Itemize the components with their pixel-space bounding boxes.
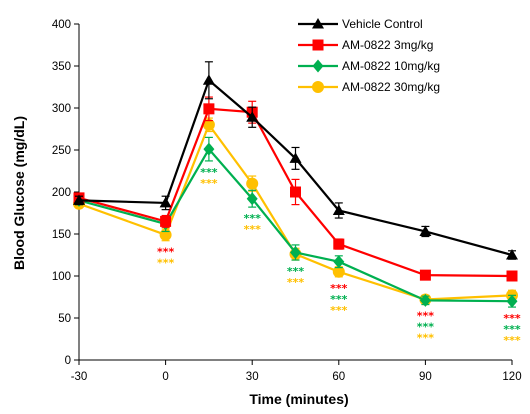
- data-point-am-0822-3mg-kg: [203, 103, 215, 115]
- significance-stars: ***: [200, 166, 218, 179]
- series-line-vehicle-control: [78, 78, 513, 257]
- data-point-am-0822-3mg-kg: [160, 215, 172, 227]
- legend-label: AM-0822 10mg/kg: [342, 59, 440, 73]
- data-point-am-0822-30mg-kg: [332, 265, 345, 278]
- data-point-vehicle-control: [506, 249, 518, 260]
- significance-stars: ***: [417, 321, 435, 334]
- significance-stars: ***: [287, 265, 305, 278]
- data-point-am-0822-30mg-kg: [246, 177, 259, 190]
- y-tick-label: 100: [52, 271, 71, 283]
- series-line-am-0822-3mg-kg: [78, 107, 513, 278]
- y-tick-label: 150: [52, 229, 71, 241]
- data-point-vehicle-control: [246, 111, 259, 122]
- y-tick-label: 200: [52, 187, 71, 199]
- x-tick-label: 30: [246, 371, 259, 383]
- significance-stars: ***: [157, 246, 175, 259]
- data-point-am-0822-10mg-kg: [246, 192, 258, 206]
- data-point-am-0822-3mg-kg: [333, 238, 345, 250]
- legend-label: AM-0822 3mg/kg: [342, 38, 433, 52]
- x-tick-label: 120: [502, 371, 521, 383]
- significance-stars: ***: [503, 312, 521, 325]
- significance-stars: ***: [330, 282, 348, 295]
- significance-stars: ***: [417, 310, 435, 323]
- significance-stars: ***: [417, 332, 435, 345]
- significance-stars: ***: [287, 276, 305, 289]
- data-point-am-0822-10mg-kg: [506, 294, 518, 308]
- y-tick-label: 50: [58, 313, 71, 325]
- y-tick-label: 350: [52, 61, 71, 73]
- legend-marker: [312, 18, 324, 29]
- significance-stars: ***: [157, 257, 175, 270]
- data-point-am-0822-10mg-kg: [290, 245, 301, 259]
- legend-item-am-0822-30mg-kg: AM-0822 30mg/kg: [298, 80, 440, 94]
- data-point-vehicle-control: [332, 204, 345, 215]
- legend-marker: [312, 39, 324, 51]
- data-point-am-0822-30mg-kg: [202, 118, 215, 131]
- data-point-vehicle-control: [289, 152, 302, 163]
- legend-item-am-0822-3mg-kg: AM-0822 3mg/kg: [298, 38, 433, 52]
- data-point-vehicle-control: [202, 74, 215, 85]
- significance-stars: ***: [330, 293, 348, 306]
- significance-stars: ***: [503, 323, 521, 336]
- y-axis-title: Blood Glucose (mg/dL): [11, 116, 27, 270]
- x-tick-label: -30: [71, 371, 88, 383]
- y-tick-label: 250: [52, 145, 71, 157]
- significance-stars: ***: [244, 223, 262, 236]
- data-point-am-0822-3mg-kg: [290, 186, 301, 198]
- legend-marker: [312, 81, 324, 93]
- x-axis-title: Time (minutes): [249, 391, 348, 407]
- legend-label: AM-0822 30mg/kg: [342, 80, 440, 94]
- data-point-am-0822-3mg-kg: [506, 270, 518, 282]
- x-tick-label: 0: [162, 371, 168, 383]
- y-tick-label: 400: [52, 19, 71, 31]
- y-tick-label: 0: [65, 355, 71, 367]
- series-line-am-0822-10mg-kg: [78, 147, 513, 303]
- legend-item-am-0822-10mg-kg: AM-0822 10mg/kg: [298, 59, 440, 73]
- data-point-am-0822-10mg-kg: [419, 293, 431, 307]
- significance-stars: ***: [330, 304, 348, 317]
- data-point-am-0822-10mg-kg: [333, 255, 345, 269]
- legend-label: Vehicle Control: [342, 17, 423, 31]
- legend: Vehicle Control AM-0822 3mg/kg AM-0822 10m…: [298, 17, 440, 94]
- data-point-am-0822-10mg-kg: [203, 142, 215, 156]
- y-tick-label: 300: [52, 103, 71, 115]
- x-tick-label: 60: [332, 371, 345, 383]
- legend-marker: [312, 59, 324, 73]
- data-point-vehicle-control: [73, 194, 85, 205]
- data-point-am-0822-3mg-kg: [419, 269, 431, 281]
- significance-stars: ***: [200, 177, 218, 190]
- data-point-vehicle-control: [419, 225, 432, 236]
- data-point-vehicle-control: [159, 196, 172, 208]
- significance-stars: ***: [244, 212, 262, 225]
- x-tick-label: 90: [419, 371, 432, 383]
- series-vehicle-control: [73, 61, 518, 260]
- legend-item-vehicle-control: Vehicle Control: [298, 17, 423, 31]
- significance-stars: ***: [503, 334, 521, 347]
